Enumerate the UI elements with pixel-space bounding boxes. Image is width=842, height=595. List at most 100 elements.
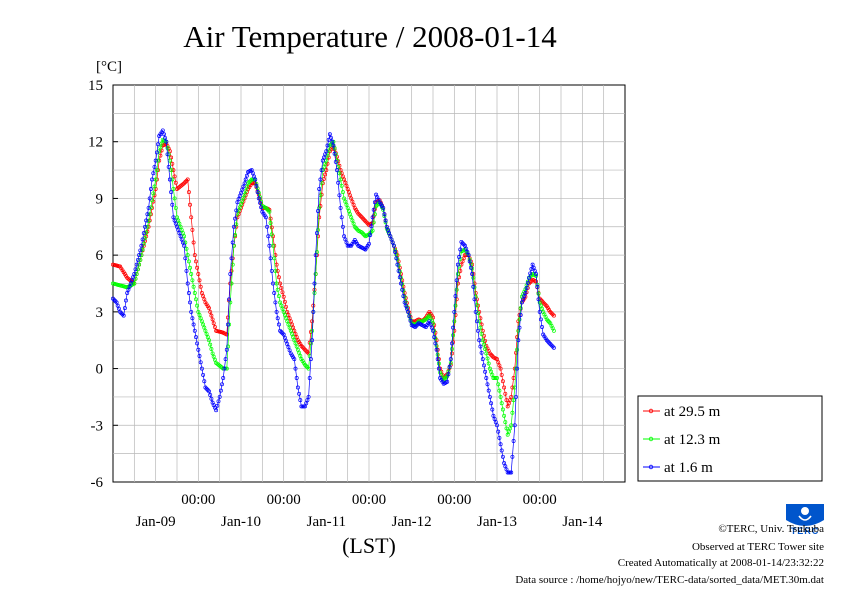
- data-point: [406, 309, 411, 314]
- data-point: [268, 221, 273, 225]
- data-point: [172, 174, 177, 179]
- data-point: [391, 243, 396, 248]
- data-point: [274, 309, 279, 314]
- data-point: [258, 200, 262, 205]
- data-point: [358, 214, 363, 219]
- data-point: [483, 347, 488, 351]
- data-point: [336, 180, 341, 185]
- data-point: [432, 328, 437, 333]
- data-point: [169, 168, 174, 173]
- data-point: [534, 272, 539, 276]
- data-point: [515, 347, 520, 352]
- data-point: [337, 171, 342, 176]
- data-point: [247, 180, 252, 184]
- data-point: [455, 272, 460, 276]
- data-point: [397, 275, 402, 280]
- data-point: [295, 385, 300, 390]
- data-point: [196, 272, 201, 276]
- data-point: [351, 202, 356, 207]
- data-point: [273, 300, 278, 305]
- data-point: [303, 404, 307, 409]
- y-tick-label: 3: [96, 305, 104, 321]
- legend-swatch-marker: [648, 408, 654, 414]
- data-point: [287, 325, 292, 330]
- y-tick-label: 6: [96, 248, 104, 264]
- data-point: [192, 253, 197, 258]
- data-point: [122, 306, 127, 311]
- data-point: [253, 177, 258, 182]
- data-point: [208, 342, 213, 347]
- data-point: [127, 284, 132, 289]
- data-point: [495, 376, 499, 380]
- data-point: [354, 239, 358, 244]
- data-point: [369, 224, 374, 229]
- data-point: [271, 243, 275, 248]
- data-point: [340, 190, 345, 195]
- data-point: [198, 360, 203, 365]
- data-point: [509, 423, 514, 428]
- data-point: [154, 168, 159, 173]
- data-point: [446, 372, 451, 377]
- data-point: [237, 205, 242, 210]
- data-point: [118, 309, 123, 314]
- data-point: [278, 300, 283, 305]
- data-point: [510, 454, 515, 459]
- data-point: [448, 357, 453, 362]
- data-point: [194, 335, 198, 340]
- data-point: [166, 164, 171, 169]
- data-point: [299, 404, 304, 409]
- data-point: [292, 338, 297, 343]
- data-point: [186, 259, 191, 264]
- data-point: [217, 394, 222, 399]
- data-point: [482, 333, 486, 338]
- data-point: [323, 172, 328, 177]
- data-point: [393, 250, 398, 254]
- data-point: [388, 234, 393, 239]
- footer-created: Created Automatically at 2008-01-14/23:3…: [618, 557, 824, 569]
- data-point: [511, 398, 516, 403]
- data-point: [244, 185, 249, 190]
- data-point: [457, 255, 462, 259]
- data-point: [480, 357, 485, 362]
- data-point: [158, 145, 163, 150]
- data-point: [435, 357, 440, 362]
- data-point: [298, 342, 303, 346]
- data-point: [470, 272, 475, 276]
- data-point: [120, 312, 125, 317]
- data-point: [207, 338, 211, 343]
- data-point: [429, 325, 434, 330]
- data-point: [226, 344, 230, 349]
- data-point: [458, 247, 463, 252]
- data-point: [399, 281, 403, 286]
- data-point: [282, 299, 287, 304]
- data-point: [265, 224, 270, 229]
- data-point: [461, 256, 466, 261]
- data-point: [280, 331, 285, 336]
- data-point: [326, 137, 331, 142]
- data-point: [491, 413, 496, 418]
- data-point: [536, 291, 541, 296]
- data-point: [478, 325, 483, 330]
- data-point: [186, 291, 191, 295]
- data-point: [431, 315, 435, 320]
- data-point: [338, 205, 343, 210]
- data-point: [300, 404, 305, 409]
- data-point: [191, 240, 196, 245]
- y-unit-label: [°C]: [96, 59, 122, 75]
- data-point: [299, 343, 304, 348]
- data-point: [486, 388, 491, 393]
- data-point: [319, 168, 324, 173]
- data-point: [197, 278, 202, 283]
- footer-observed: Observed at TERC Tower site: [692, 541, 824, 553]
- legend-entry: at 1.6 m: [664, 460, 713, 476]
- data-point: [151, 191, 156, 196]
- data-point: [354, 207, 358, 212]
- data-point: [500, 407, 505, 412]
- data-point: [153, 177, 158, 182]
- data-point: [484, 351, 489, 356]
- data-point: [323, 161, 328, 166]
- data-point: [514, 394, 518, 399]
- data-point: [278, 328, 283, 333]
- data-point: [528, 280, 533, 285]
- data-point: [256, 196, 261, 201]
